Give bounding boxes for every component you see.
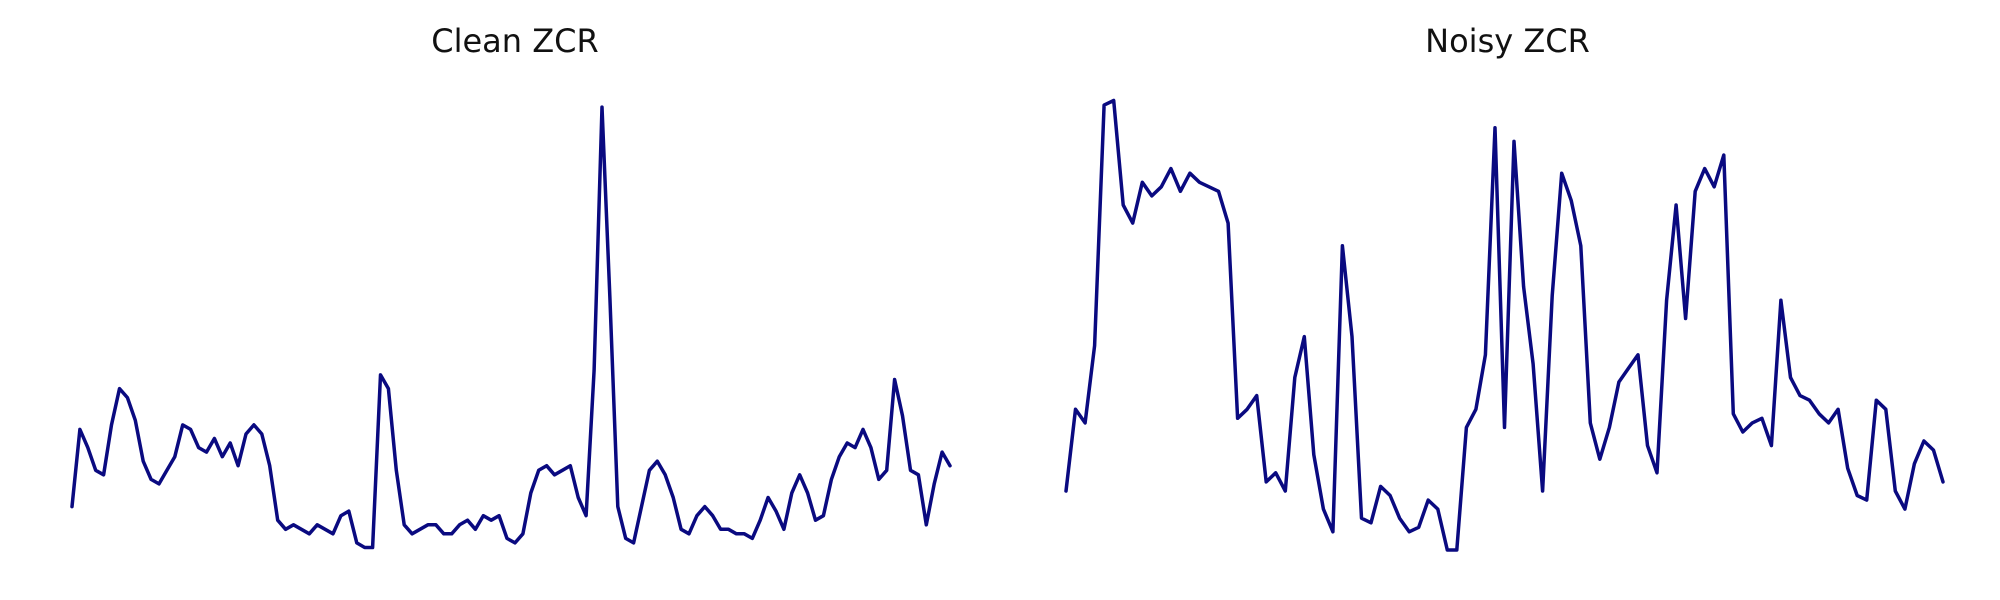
series-line-noisy-zcr <box>1064 98 1945 552</box>
chart-title-noisy: Noisy ZCR <box>1425 22 1590 60</box>
series-line-clean-zcr <box>70 105 952 550</box>
chart-title-clean: Clean ZCR <box>431 22 599 60</box>
chart-panel-noisy: Noisy ZCR <box>1065 0 1950 600</box>
chart-panel-clean: Clean ZCR <box>70 0 960 600</box>
